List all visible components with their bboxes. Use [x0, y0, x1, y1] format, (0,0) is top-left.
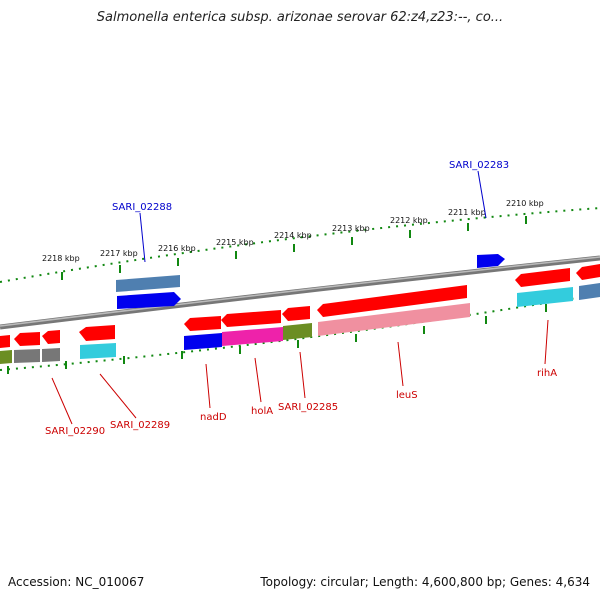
gene-label-sari-02289[interactable]: SARI_02289 — [110, 420, 170, 431]
gene-nadd[interactable] — [184, 333, 222, 350]
gene-sari-02290[interactable] — [14, 349, 40, 363]
gene-red-small[interactable] — [42, 330, 60, 344]
gene-riha[interactable] — [517, 287, 573, 307]
gene-red[interactable] — [221, 310, 281, 327]
gene-leus[interactable] — [317, 285, 467, 317]
genome-backbone — [0, 255, 600, 330]
genome-backbone-highlight — [0, 256, 600, 327]
gene-sari-02283[interactable] — [477, 254, 505, 268]
scale-label: 2212 kbp — [390, 216, 428, 225]
gene-red[interactable] — [282, 306, 310, 321]
gene-sari-02289[interactable] — [80, 343, 116, 359]
gene-label-nadd[interactable]: nadD — [200, 412, 227, 423]
accession-text: Accession: NC_010067 — [8, 575, 145, 589]
scale-label: 2218 kbp — [42, 254, 80, 263]
map-title: Salmonella enterica subsp. arizonae sero… — [96, 10, 504, 25]
gene-gray[interactable] — [42, 348, 60, 362]
scale-label: 2210 kbp — [506, 199, 544, 208]
upper-major-ticks — [61, 216, 527, 280]
gene-red[interactable] — [515, 268, 570, 287]
gene-sari-02285[interactable] — [283, 323, 312, 340]
upper-tick-track — [0, 207, 600, 283]
gene-red-edge[interactable] — [0, 335, 10, 348]
gene-red-small[interactable] — [14, 332, 40, 346]
scale-label: 2211 kbp — [448, 208, 486, 217]
gene-steel-forward[interactable] — [116, 275, 180, 292]
gene-olive-edge[interactable] — [0, 350, 12, 364]
scale-labels: 2218 kbp 2217 kbp 2216 kbp 2215 kbp 2214… — [42, 199, 544, 263]
lower-major-ticks — [7, 304, 547, 374]
scale-label: 2214 kbp — [274, 231, 312, 240]
gene-hola[interactable] — [222, 327, 283, 346]
gene-sari-02288[interactable] — [117, 292, 181, 309]
gene-label-sari-02288[interactable]: SARI_02288 — [112, 202, 172, 213]
callout-lines — [51, 170, 549, 425]
gene-leus-product[interactable] — [318, 303, 470, 336]
gene-label-sari-02285[interactable]: SARI_02285 — [278, 402, 338, 413]
gene-label-sari-02283[interactable]: SARI_02283 — [449, 160, 509, 171]
gene-red[interactable] — [576, 264, 600, 280]
gene-steel-edge[interactable] — [579, 283, 600, 300]
gene-label-leus[interactable]: leuS — [396, 390, 418, 401]
genome-summary-text: Topology: circular; Length: 4,600,800 bp… — [260, 575, 590, 589]
scale-label: 2216 kbp — [158, 244, 196, 253]
gene-label-sari-02290[interactable]: SARI_02290 — [45, 426, 105, 437]
scale-label: 2213 kbp — [332, 224, 370, 233]
gene-red[interactable] — [184, 316, 221, 331]
gene-label-riha[interactable]: rihA — [537, 368, 557, 379]
scale-label: 2215 kbp — [216, 238, 254, 247]
gene-red[interactable] — [79, 325, 115, 341]
scale-label: 2217 kbp — [100, 249, 138, 258]
gene-label-hola[interactable]: holA — [251, 406, 273, 417]
